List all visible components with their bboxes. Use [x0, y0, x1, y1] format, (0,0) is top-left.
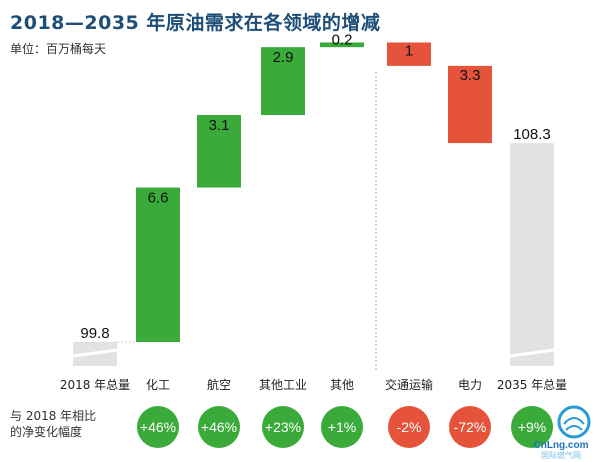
value-label-1: 6.6 [148, 190, 169, 207]
bar-4 [320, 42, 364, 48]
value-label-0: 99.8 [80, 325, 109, 342]
category-label-5: 交通运输 [385, 377, 433, 392]
value-label-6: 3.3 [460, 67, 481, 84]
net-change-value-4: -2% [397, 419, 422, 435]
category-label-7: 2035 年总量 [497, 378, 567, 392]
net-change-circle-4 [388, 406, 430, 448]
value-label-7: 108.3 [513, 126, 551, 143]
bar-1 [136, 187, 180, 342]
chart-title: 2018—2035 年原油需求在各领域的增减 [10, 12, 381, 34]
net-change-row-label-1: 的净变化幅度 [10, 424, 82, 439]
net-change-value-0: +46% [140, 419, 176, 435]
category-label-6: 电力 [458, 378, 482, 392]
value-label-2: 3.1 [209, 117, 230, 134]
category-label-2: 航空 [207, 377, 231, 392]
net-change-value-2: +23% [265, 419, 301, 435]
axis-break-7 [509, 348, 555, 358]
logo-subtext: 国际燃气网 [541, 450, 581, 460]
cnlng-logo: CnLng.com 国际燃气网 [534, 405, 591, 460]
category-label-3: 其他工业 [259, 378, 307, 392]
bar-7 [510, 143, 554, 366]
bar-6 [448, 65, 492, 144]
category-label-1: 化工 [146, 378, 170, 392]
net-change-circle-5 [449, 406, 491, 448]
logo-text: CnLng.com [534, 440, 589, 451]
axis-break-0 [72, 348, 118, 358]
net-change-circle-0 [137, 406, 179, 448]
bar-5 [387, 42, 431, 66]
bar-2 [197, 115, 241, 188]
net-change-value-1: +46% [201, 419, 237, 435]
value-label-5: 1 [405, 42, 413, 59]
value-label-3: 2.9 [273, 49, 294, 66]
net-change-circle-6 [511, 406, 553, 448]
net-change-circle-1 [198, 406, 240, 448]
net-change-value-3: +1% [328, 419, 356, 435]
net-change-row-label-0: 与 2018 年相比 [10, 409, 96, 423]
net-change-circle-2 [262, 406, 304, 448]
unit-label: 单位：百万桶每天 [10, 42, 107, 56]
value-label-4: 0.2 [332, 31, 353, 48]
net-change-value-6: +9% [518, 419, 546, 435]
bar-3 [261, 47, 305, 116]
net-change-circle-3 [321, 406, 363, 448]
category-label-4: 其他 [330, 378, 354, 392]
net-change-value-5: -72% [454, 419, 487, 435]
category-label-0: 2018 年总量 [60, 378, 130, 392]
